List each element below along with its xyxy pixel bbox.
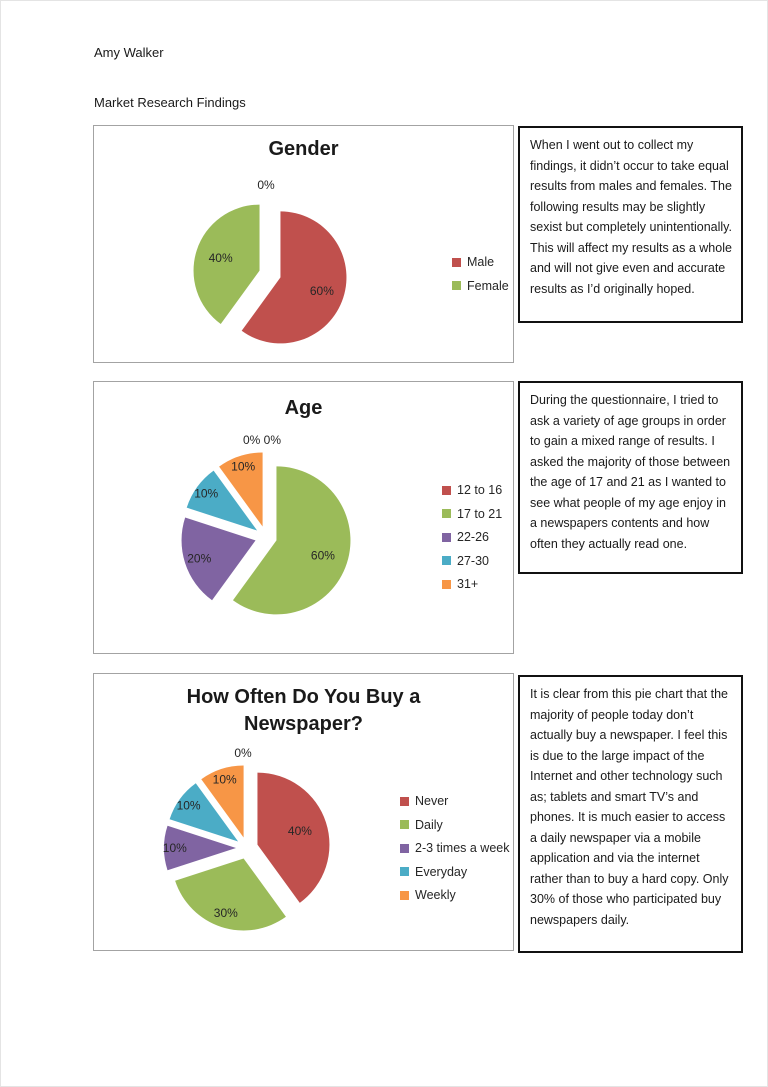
pie-data-label: 30% (214, 906, 238, 920)
legend-item-12-to-16: 12 to 16 (442, 478, 502, 502)
chart-gender-title: Gender (268, 138, 339, 160)
pie-data-label: 60% (311, 548, 335, 562)
pie-data-label: 10% (231, 460, 255, 474)
pie-slice-17-to-21 (232, 466, 351, 615)
document-title: Market Research Findings (94, 95, 246, 110)
pie-slice-27-30 (186, 470, 258, 531)
legend-item-31-: 31+ (442, 572, 502, 596)
legend-swatch (442, 509, 451, 518)
legend-age: 12 to 16 17 to 21 22-26 27-30 31+ (442, 478, 502, 596)
legend-swatch (400, 867, 409, 876)
chart-age-title: Age (284, 397, 323, 419)
pie-slice-22-26 (181, 517, 256, 601)
legend-label: 22-26 (457, 530, 489, 544)
note-text-newspaper-frequency: It is clear from this pie chart that the… (530, 687, 729, 927)
pie-data-label: 20% (187, 552, 211, 566)
legend-label: Female (467, 278, 509, 293)
legend-label: 12 to 16 (457, 483, 503, 497)
pie-data-label: 60% (310, 284, 334, 298)
chart-gender: Gender 60% 40% 0% Male Female (93, 125, 514, 363)
pie-data-label: 40% (288, 824, 312, 838)
legend-label: Everyday (415, 864, 468, 879)
legend-label: 31+ (457, 577, 479, 591)
note-box-newspaper-frequency: It is clear from this pie chart that the… (518, 675, 743, 953)
chart-age: Age 60% 20% 10% 10% 0% 0% 12 to 16 17 to 21 22… (93, 381, 514, 654)
legend-item-17-to-21: 17 to 21 (442, 502, 502, 526)
pie-slice-female (193, 204, 260, 324)
pie-slice-31- (219, 452, 263, 527)
pie-chart-newspaper-frequency: 40% 30% 10% 10% 10% 0% (163, 746, 330, 931)
legend-item-2-3-times-a-week: 2-3 times a week (400, 836, 509, 860)
legend-label: Weekly (415, 888, 456, 902)
legend-newspaper-frequency: Never Daily 2-3 times a week Everyday Weekly (400, 789, 509, 907)
pie-data-label: 10% (177, 799, 201, 813)
legend-swatch (442, 532, 451, 542)
legend-item-22-26: 22-26 (442, 525, 502, 549)
note-box-age: During the questionnaire, I tried to ask… (518, 381, 743, 574)
pie-data-label: 10% (213, 772, 237, 786)
legend-label: Never (415, 794, 449, 808)
note-text-gender: When I went out to collect my findings, … (530, 138, 732, 296)
author-name: Amy Walker (94, 45, 164, 60)
legend-label: 27-30 (457, 553, 489, 568)
pie-chart-age: 60% 20% 10% 10% 0% 0% (181, 433, 351, 615)
legend-swatch (452, 257, 461, 267)
note-text-age: During the questionnaire, I tried to ask… (530, 393, 731, 551)
chart-newspaper-frequency: How Often Do You Buy a Newspaper? 40% 30%… (93, 673, 514, 951)
legend-swatch (452, 281, 461, 291)
legend-swatch (400, 890, 409, 900)
pie-data-label: 10% (163, 841, 187, 855)
legend-swatch (400, 843, 409, 853)
pie-zero-label: 0% 0% (243, 433, 281, 447)
pie-slice-everyday (169, 783, 239, 842)
pie-slice-daily (175, 858, 286, 931)
legend-label: 2-3 times a week (415, 841, 510, 855)
legend-swatch (400, 820, 409, 829)
legend-item-never: Never (400, 789, 509, 813)
note-box-gender: When I went out to collect my findings, … (518, 126, 743, 323)
pie-data-label: 10% (194, 487, 218, 501)
pie-slice-weekly (201, 765, 244, 838)
legend-label: Male (467, 255, 495, 270)
pie-slice-2-3-times-a-week (164, 825, 236, 871)
legend-item-daily: Daily (400, 813, 509, 837)
legend-label: Daily (415, 817, 443, 832)
legend-swatch (400, 796, 409, 806)
pie-zero-label: 0% (257, 178, 275, 192)
legend-label: 17 to 21 (457, 506, 503, 521)
pie-chart-gender: 60% 40% 0% (193, 178, 347, 344)
legend-item-27-30: 27-30 (442, 549, 502, 573)
chart-newspaper-title: How Often Do You Buy a Newspaper? (186, 686, 421, 735)
pie-zero-label: 0% (234, 746, 252, 760)
legend-item-male: Male (452, 251, 509, 275)
legend-swatch (442, 485, 451, 495)
legend-item-weekly: Weekly (400, 883, 509, 907)
pie-data-label: 40% (209, 251, 233, 265)
legend-item-everyday: Everyday (400, 860, 509, 884)
legend-swatch (442, 556, 451, 565)
legend-gender: Male Female (452, 251, 509, 298)
legend-item-female: Female (452, 274, 509, 298)
pie-slice-male (241, 211, 347, 344)
pie-slice-never (257, 772, 330, 903)
legend-swatch (442, 579, 451, 589)
